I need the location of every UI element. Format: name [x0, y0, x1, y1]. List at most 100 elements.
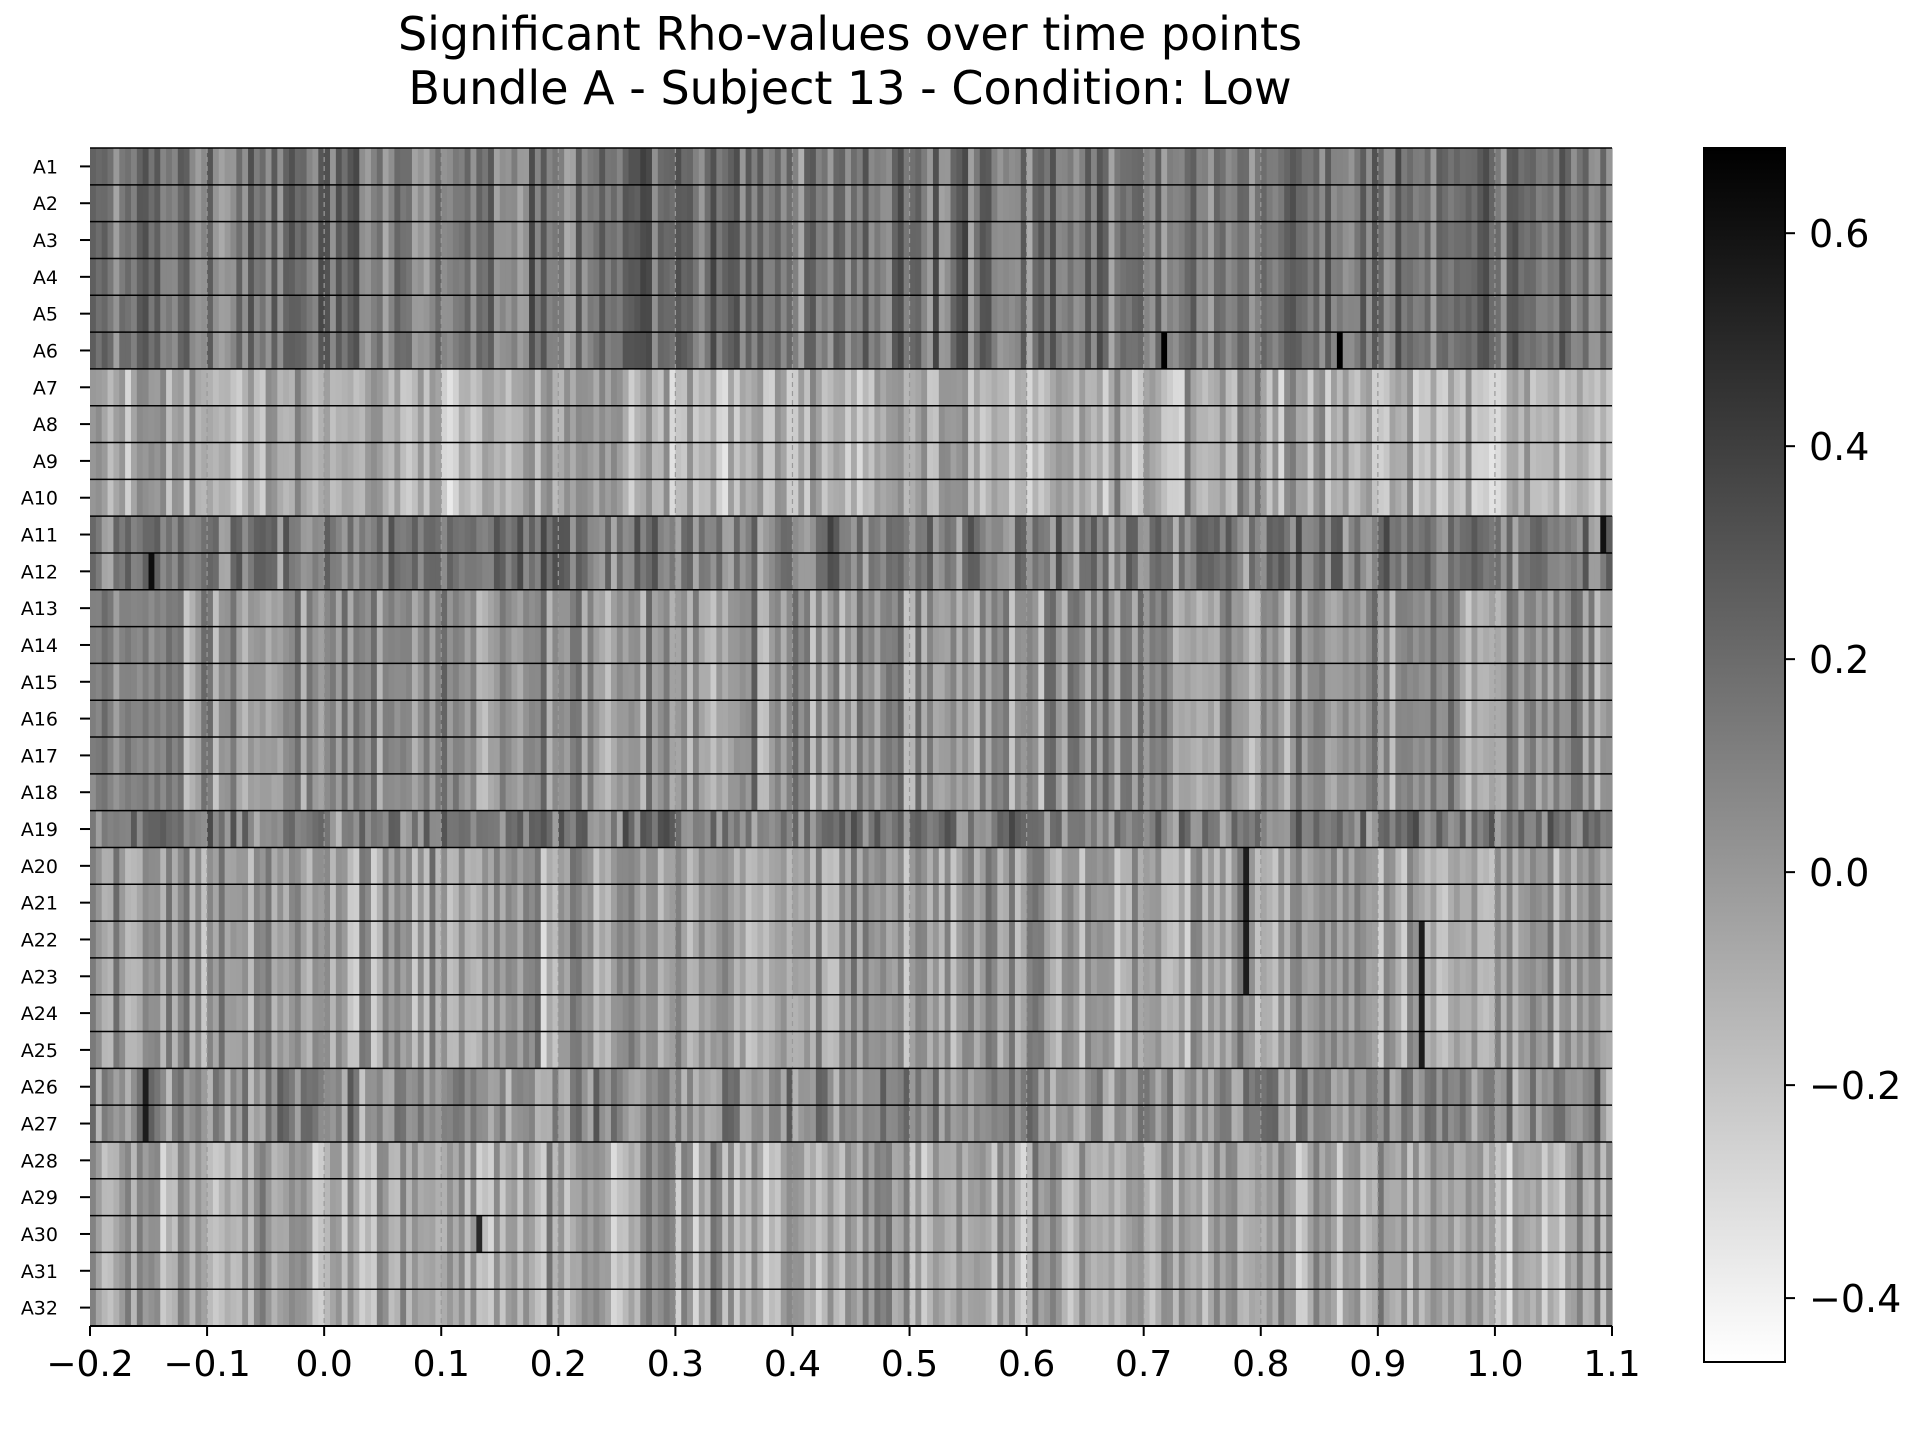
heatmap-cell: [1278, 626, 1285, 664]
heatmap-cell: [587, 663, 595, 701]
heatmap-cell: [1336, 516, 1344, 554]
heatmap-cell: [1196, 221, 1203, 260]
heatmap-cell: [1412, 184, 1420, 223]
heatmap-cell: [804, 810, 811, 849]
heatmap-cell: [1383, 773, 1391, 812]
heatmap-cell: [1167, 589, 1174, 628]
heatmap-cell: [558, 773, 565, 812]
heatmap-cell: [997, 552, 1004, 591]
heatmap-cell: [1453, 516, 1461, 554]
heatmap-cell: [687, 773, 694, 812]
heatmap-cell: [1407, 258, 1414, 296]
heatmap-cell: [792, 332, 799, 370]
heatmap-cell: [687, 405, 694, 444]
heatmap-cell: [733, 479, 741, 517]
heatmap-cell: [798, 184, 805, 223]
heatmap-cell: [1407, 479, 1414, 517]
heatmap-cell: [1477, 368, 1484, 407]
heatmap-cell: [1167, 479, 1174, 517]
heatmap-cell: [610, 258, 618, 296]
heatmap-cell: [523, 332, 530, 370]
heatmap-cell: [774, 479, 782, 517]
heatmap-cell: [1137, 589, 1145, 628]
heatmap-cell: [991, 700, 998, 738]
heatmap-cell: [1465, 405, 1473, 444]
heatmap-cell: [1208, 148, 1215, 186]
heatmap-cell: [751, 221, 758, 260]
heatmap-cell: [634, 442, 641, 480]
heatmap-cell: [335, 221, 343, 260]
heatmap-cell: [985, 148, 993, 186]
heatmap-cell: [915, 479, 922, 517]
heatmap-cell: [388, 221, 395, 260]
heatmap-cell: [675, 663, 682, 701]
heatmap-cell: [166, 368, 173, 407]
heatmap-cell: [804, 663, 811, 701]
heatmap-cell: [517, 589, 524, 628]
heatmap-cell: [973, 737, 981, 775]
heatmap-cell: [769, 700, 776, 738]
heatmap-cell: [897, 626, 905, 664]
heatmap-cell: [1272, 516, 1279, 554]
heatmap-cell: [1249, 663, 1256, 701]
heatmap-cell: [570, 442, 577, 480]
heatmap-cell: [230, 589, 237, 628]
heatmap-cell: [365, 663, 372, 701]
heatmap-cell: [1196, 737, 1203, 775]
heatmap-cell: [1436, 332, 1443, 370]
heatmap-cell: [728, 332, 735, 370]
heatmap-cell: [1061, 479, 1069, 517]
heatmap-cell: [821, 332, 829, 370]
heatmap-cell: [248, 221, 255, 260]
heatmap-cell: [944, 516, 952, 554]
heatmap-cell: [1571, 479, 1578, 517]
heatmap-cell: [1553, 589, 1560, 628]
heatmap-cell: [927, 258, 934, 296]
heatmap-cell: [1453, 332, 1461, 370]
heatmap-cell: [622, 332, 630, 370]
heatmap-cell: [886, 773, 893, 812]
heatmap-cell: [324, 184, 331, 223]
heatmap-cell: [1208, 368, 1215, 407]
heatmap-cell: [1336, 663, 1344, 701]
heatmap-cell: [968, 405, 975, 444]
heatmap-cell: [289, 663, 296, 701]
heatmap-cell: [716, 810, 723, 849]
heatmap-cell: [195, 295, 202, 333]
heatmap-cell: [529, 332, 536, 370]
heatmap-cell: [1126, 516, 1133, 554]
heatmap-cell: [640, 737, 647, 775]
heatmap-cell: [1535, 700, 1543, 738]
heatmap-cell: [166, 442, 173, 480]
heatmap-cell: [119, 405, 126, 444]
heatmap-cell: [1032, 405, 1039, 444]
heatmap-cell: [1208, 700, 1215, 738]
heatmap-cell: [1143, 737, 1151, 775]
heatmap-cell: [1038, 221, 1045, 260]
heatmap-cell: [1061, 552, 1069, 591]
heatmap-cell: [704, 258, 712, 296]
heatmap-cell: [101, 221, 109, 260]
heatmap-cell: [90, 700, 97, 738]
heatmap-cell: [148, 589, 155, 628]
heatmap-cell: [113, 184, 120, 223]
heatmap-cell: [470, 295, 477, 333]
heatmap-cell: [529, 221, 536, 260]
heatmap-cell: [1530, 405, 1537, 444]
heatmap-cell: [979, 479, 987, 517]
heatmap-cell: [294, 847, 302, 885]
heatmap-cell: [564, 700, 571, 738]
heatmap-cell: [148, 479, 155, 517]
heatmap-cell: [125, 626, 132, 664]
heatmap-cell: [1237, 405, 1244, 444]
heatmap-cell: [1149, 295, 1156, 333]
heatmap-cell: [646, 479, 653, 517]
heatmap-cell: [1137, 332, 1145, 370]
heatmap-cell: [464, 663, 472, 701]
heatmap-cell: [476, 184, 483, 223]
heatmap-cell: [1161, 184, 1168, 223]
heatmap-cell: [687, 589, 694, 628]
heatmap-cell: [687, 148, 694, 186]
heatmap-cell: [1465, 626, 1473, 664]
heatmap-cell: [423, 700, 431, 738]
